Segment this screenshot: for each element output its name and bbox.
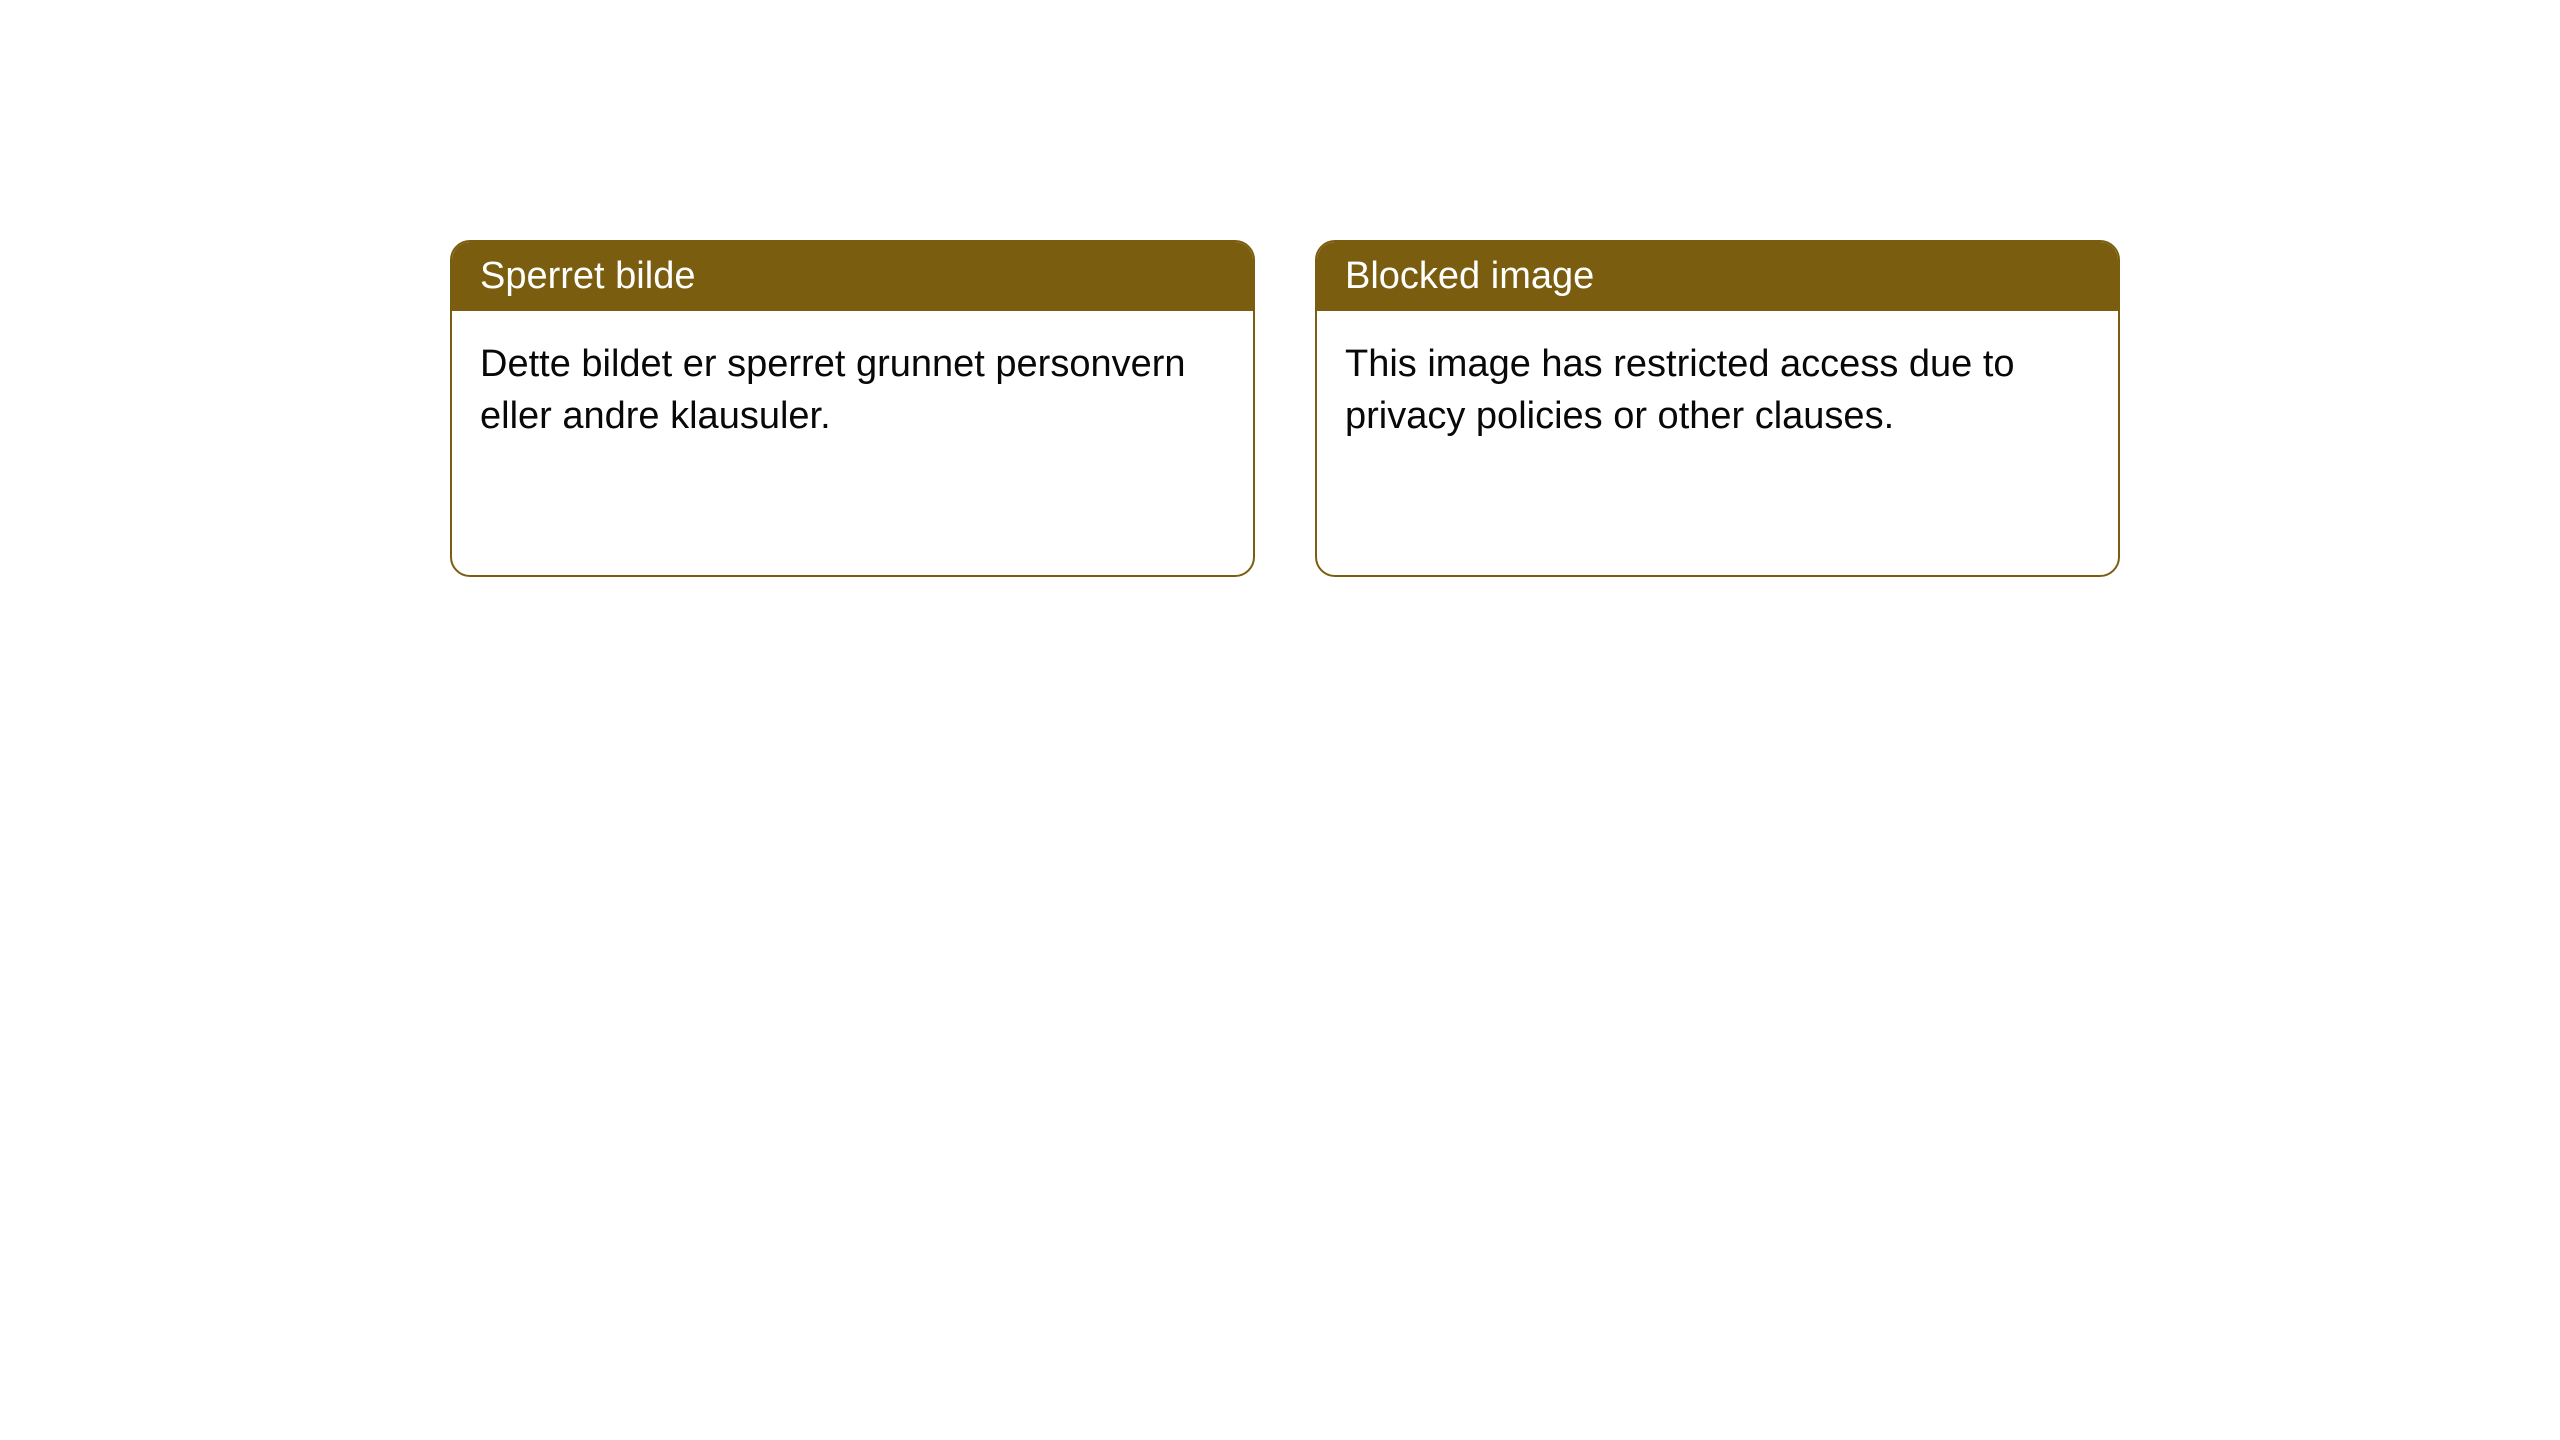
- notice-body: This image has restricted access due to …: [1317, 311, 2118, 470]
- notice-container: Sperret bilde Dette bildet er sperret gr…: [0, 0, 2560, 577]
- notice-header: Sperret bilde: [452, 242, 1253, 311]
- notice-card-norwegian: Sperret bilde Dette bildet er sperret gr…: [450, 240, 1255, 577]
- notice-card-english: Blocked image This image has restricted …: [1315, 240, 2120, 577]
- notice-body: Dette bildet er sperret grunnet personve…: [452, 311, 1253, 470]
- notice-header: Blocked image: [1317, 242, 2118, 311]
